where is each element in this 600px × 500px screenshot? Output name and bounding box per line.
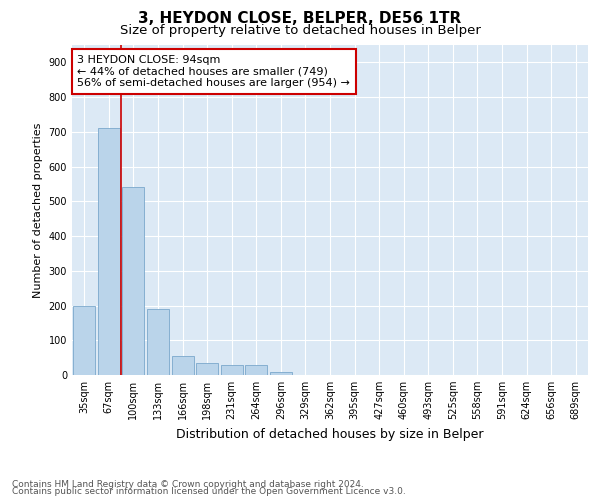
Y-axis label: Number of detached properties: Number of detached properties: [33, 122, 43, 298]
Bar: [73, 306, 95, 375]
Bar: [172, 356, 194, 375]
Bar: [245, 366, 268, 375]
Bar: [98, 128, 120, 375]
Text: Size of property relative to detached houses in Belper: Size of property relative to detached ho…: [119, 24, 481, 37]
Bar: [122, 188, 145, 375]
Bar: [196, 363, 218, 375]
Text: Contains HM Land Registry data © Crown copyright and database right 2024.: Contains HM Land Registry data © Crown c…: [12, 480, 364, 489]
Bar: [221, 364, 243, 375]
Text: 3 HEYDON CLOSE: 94sqm
← 44% of detached houses are smaller (749)
56% of semi-det: 3 HEYDON CLOSE: 94sqm ← 44% of detached …: [77, 55, 350, 88]
X-axis label: Distribution of detached houses by size in Belper: Distribution of detached houses by size …: [176, 428, 484, 440]
Bar: [270, 372, 292, 375]
Text: Contains public sector information licensed under the Open Government Licence v3: Contains public sector information licen…: [12, 487, 406, 496]
Text: 3, HEYDON CLOSE, BELPER, DE56 1TR: 3, HEYDON CLOSE, BELPER, DE56 1TR: [139, 11, 461, 26]
Bar: [147, 309, 169, 375]
